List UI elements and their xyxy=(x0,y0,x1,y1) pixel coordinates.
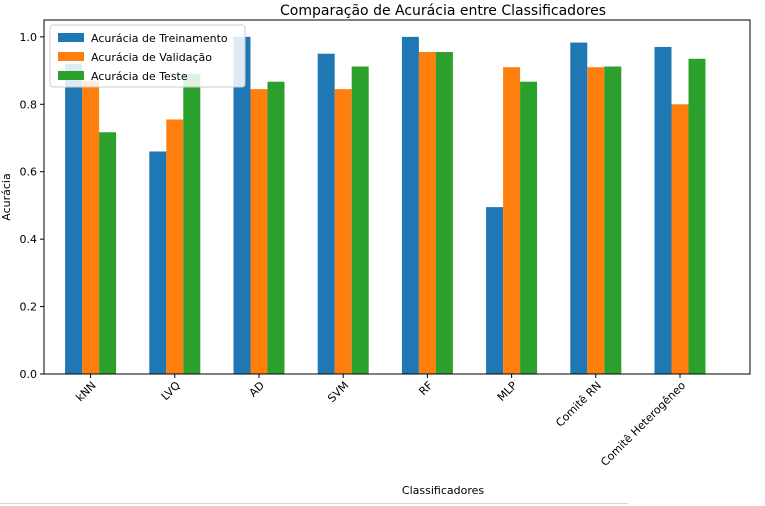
bar-rf-series-1 xyxy=(401,36,419,374)
bar-lvq-series-3 xyxy=(183,73,201,374)
y-tick-label: 0.8 xyxy=(20,98,38,111)
bar-ad-series-2 xyxy=(250,89,268,374)
legend-box xyxy=(49,24,246,88)
bar-lvq-series-2 xyxy=(166,119,184,374)
bar-mlp-series-2 xyxy=(503,67,521,374)
x-tick-label: RF xyxy=(416,379,435,398)
chart-title: Comparação de Acurácia entre Classificad… xyxy=(280,3,606,19)
legend-swatch xyxy=(58,52,84,61)
bar-comitê-heterogêneo-series-3 xyxy=(688,58,706,375)
y-tick-label: 0.6 xyxy=(20,166,38,179)
x-tick-label: AD xyxy=(247,379,268,400)
bar-knn-series-1 xyxy=(65,63,83,374)
legend-entry: Acurácia de Teste xyxy=(91,70,188,83)
bar-comitê-rn-series-2 xyxy=(587,67,605,374)
legend-swatch xyxy=(58,71,84,80)
x-tick-label: MLP xyxy=(495,379,520,404)
bar-rf-series-2 xyxy=(418,52,436,375)
bar-comitê-rn-series-1 xyxy=(570,42,588,375)
bar-lvq-series-1 xyxy=(149,151,167,374)
bar-rf-series-3 xyxy=(435,52,453,375)
bar-comitê-heterogêneo-series-1 xyxy=(654,46,672,374)
bar-ad-series-1 xyxy=(233,36,251,374)
bar-svm-series-3 xyxy=(351,66,369,375)
bar-comitê-rn-series-3 xyxy=(604,66,622,375)
x-tick-label: LVQ xyxy=(159,379,183,403)
bar-mlp-series-1 xyxy=(486,207,504,374)
legend: Acurácia de Treinamento Acurácia de Valid… xyxy=(49,24,246,88)
legend-entry: Acurácia de Treinamento xyxy=(91,32,228,45)
bar-knn-series-2 xyxy=(82,80,100,374)
divider-line xyxy=(0,503,628,504)
x-tick-label: SVM xyxy=(325,379,351,405)
x-tick-label: Comitê Heterogêneo xyxy=(598,379,688,469)
bar-svm-series-1 xyxy=(317,53,335,374)
legend-entry: Acurácia de Validação xyxy=(91,51,212,64)
bars-group xyxy=(65,36,706,375)
bar-knn-series-3 xyxy=(99,132,117,374)
bar-svm-series-2 xyxy=(334,89,352,374)
y-axis-ticks: 0.0 0.2 0.4 0.6 0.8 1.0 xyxy=(20,31,44,381)
y-tick-label: 0.0 xyxy=(20,368,38,381)
y-tick-label: 0.4 xyxy=(20,233,38,246)
x-tick-label: kNN xyxy=(73,379,98,404)
plot-area-frame xyxy=(43,19,751,375)
x-tick-label: Comitê RN xyxy=(553,379,604,430)
y-axis-label: Acurácia xyxy=(0,173,13,220)
bar-ad-series-3 xyxy=(267,81,285,374)
x-axis-label: Classificadores xyxy=(402,484,484,497)
y-tick-label: 1.0 xyxy=(20,31,38,44)
legend-swatch xyxy=(58,33,84,42)
bar-mlp-series-3 xyxy=(520,81,538,374)
bar-comitê-heterogêneo-series-2 xyxy=(671,104,689,375)
y-tick-label: 0.2 xyxy=(20,301,38,314)
